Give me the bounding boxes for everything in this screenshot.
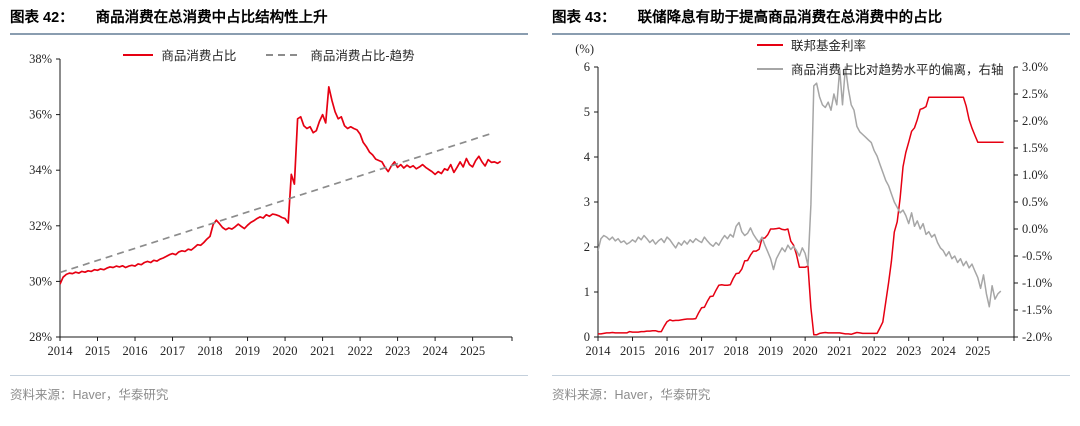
svg-text:2015: 2015 [620,344,645,358]
svg-text:2020: 2020 [793,344,818,358]
svg-text:3.0%: 3.0% [1022,60,1048,74]
legend-label: 商品消费占比-趋势 [310,49,415,64]
svg-text:2016: 2016 [655,344,680,358]
svg-text:2018: 2018 [198,344,223,358]
svg-text:2025: 2025 [460,344,485,358]
svg-text:34%: 34% [29,163,52,177]
svg-text:3: 3 [584,195,590,209]
svg-text:2014: 2014 [48,344,74,358]
legend-label: 商品消费占比对趋势水平的偏离，右轴 [791,63,1004,78]
svg-text:6: 6 [584,60,590,74]
svg-text:2019: 2019 [758,344,783,358]
figure-42-header: 图表 42： 商品消费在总消费中占比结构性上升 [10,6,528,36]
svg-text:30%: 30% [29,275,52,289]
line-swatch [123,53,154,56]
svg-text:-1.5%: -1.5% [1022,303,1052,317]
legend-item: 商品消费占比对趋势水平的偏离，右轴 [757,59,1004,78]
source-note: 资料来源：Haver，华泰研究 [552,375,1070,403]
svg-text:2023: 2023 [896,344,921,358]
dashed-line-swatch [266,53,303,56]
svg-text:2019: 2019 [235,344,260,358]
svg-text:2017: 2017 [160,344,185,358]
legend-item: 商品消费占比-趋势 [266,45,415,64]
legend-label: 商品消费占比 [161,49,237,64]
svg-text:0.5%: 0.5% [1022,195,1048,209]
legend-item: 联邦基金利率 [757,35,866,54]
svg-text:2021: 2021 [310,344,335,358]
figure-43-panel: 图表 43： 联储降息有助于提高商品消费在总消费中的占比 联邦基金利率商品消费占… [552,6,1070,403]
svg-text:-0.5%: -0.5% [1022,249,1052,263]
svg-text:1.5%: 1.5% [1022,141,1048,155]
svg-text:28%: 28% [29,330,52,344]
svg-text:(%): (%) [575,42,594,56]
svg-text:2015: 2015 [85,344,110,358]
svg-text:-1.0%: -1.0% [1022,276,1052,290]
chart-canvas: 28% 30% 32% 34% 36% 38% 2014 2015 2016 2017 2018 20… [29,52,513,358]
svg-text:2024: 2024 [931,344,957,358]
svg-text:-2.0%: -2.0% [1022,330,1052,344]
figure-title: 联储降息有助于提高商品消费在总消费中的占比 [637,10,943,26]
svg-text:32%: 32% [29,219,52,233]
svg-text:2020: 2020 [273,344,298,358]
svg-text:2.5%: 2.5% [1022,87,1048,101]
figure-42-panel: 图表 42： 商品消费在总消费中占比结构性上升 商品消费占比 商品消费占比-趋势 … [10,6,528,403]
legend: 联邦基金利率商品消费占比对趋势水平的偏离，右轴 [757,35,1004,78]
figures-row: 图表 42： 商品消费在总消费中占比结构性上升 商品消费占比 商品消费占比-趋势 … [10,6,1070,403]
svg-text:0.0%: 0.0% [1022,222,1048,236]
line-swatch [757,43,783,46]
figure-number: 图表 43： [552,10,616,26]
svg-text:1: 1 [584,285,590,299]
svg-text:2016: 2016 [123,344,148,358]
chart-canvas: 0 1 2 3 4 5 6 3.0% 2.5% 2.0% 1.5% 1.0% 0.5% 0.0% -0.5%… [575,42,1052,358]
svg-text:2023: 2023 [385,344,410,358]
svg-text:4: 4 [584,150,591,164]
legend-item: 商品消费占比 [123,45,236,64]
figure-43-header: 图表 43： 联储降息有助于提高商品消费在总消费中的占比 [552,6,1070,36]
svg-text:2021: 2021 [827,344,852,358]
svg-text:5: 5 [584,105,590,119]
figure-title: 商品消费在总消费中占比结构性上升 [95,10,328,26]
svg-text:2017: 2017 [689,344,714,358]
svg-text:36%: 36% [29,108,52,122]
svg-text:2: 2 [584,240,590,254]
svg-text:2018: 2018 [724,344,749,358]
svg-text:2024: 2024 [423,344,449,358]
svg-text:2022: 2022 [862,344,887,358]
svg-text:2.0%: 2.0% [1022,114,1048,128]
figure-42-chart-area: 商品消费占比 商品消费占比-趋势 28% 30% 32% 34% 36% 38% 2014 20… [10,37,528,373]
line-swatch [757,67,783,70]
source-note: 资料来源：Haver，华泰研究 [10,375,528,403]
legend: 商品消费占比 商品消费占比-趋势 [10,45,528,64]
svg-text:0: 0 [584,330,590,344]
svg-text:2025: 2025 [965,344,990,358]
svg-text:1.0%: 1.0% [1022,168,1048,182]
legend-label: 联邦基金利率 [791,39,867,54]
figure-number: 图表 42： [10,10,74,26]
svg-text:2014: 2014 [586,344,612,358]
figure-43-chart-area: 联邦基金利率商品消费占比对趋势水平的偏离，右轴 0 1 2 3 4 5 6 3.0% 2.5% 2… [552,37,1070,373]
svg-text:38%: 38% [29,52,52,66]
svg-text:2022: 2022 [348,344,373,358]
